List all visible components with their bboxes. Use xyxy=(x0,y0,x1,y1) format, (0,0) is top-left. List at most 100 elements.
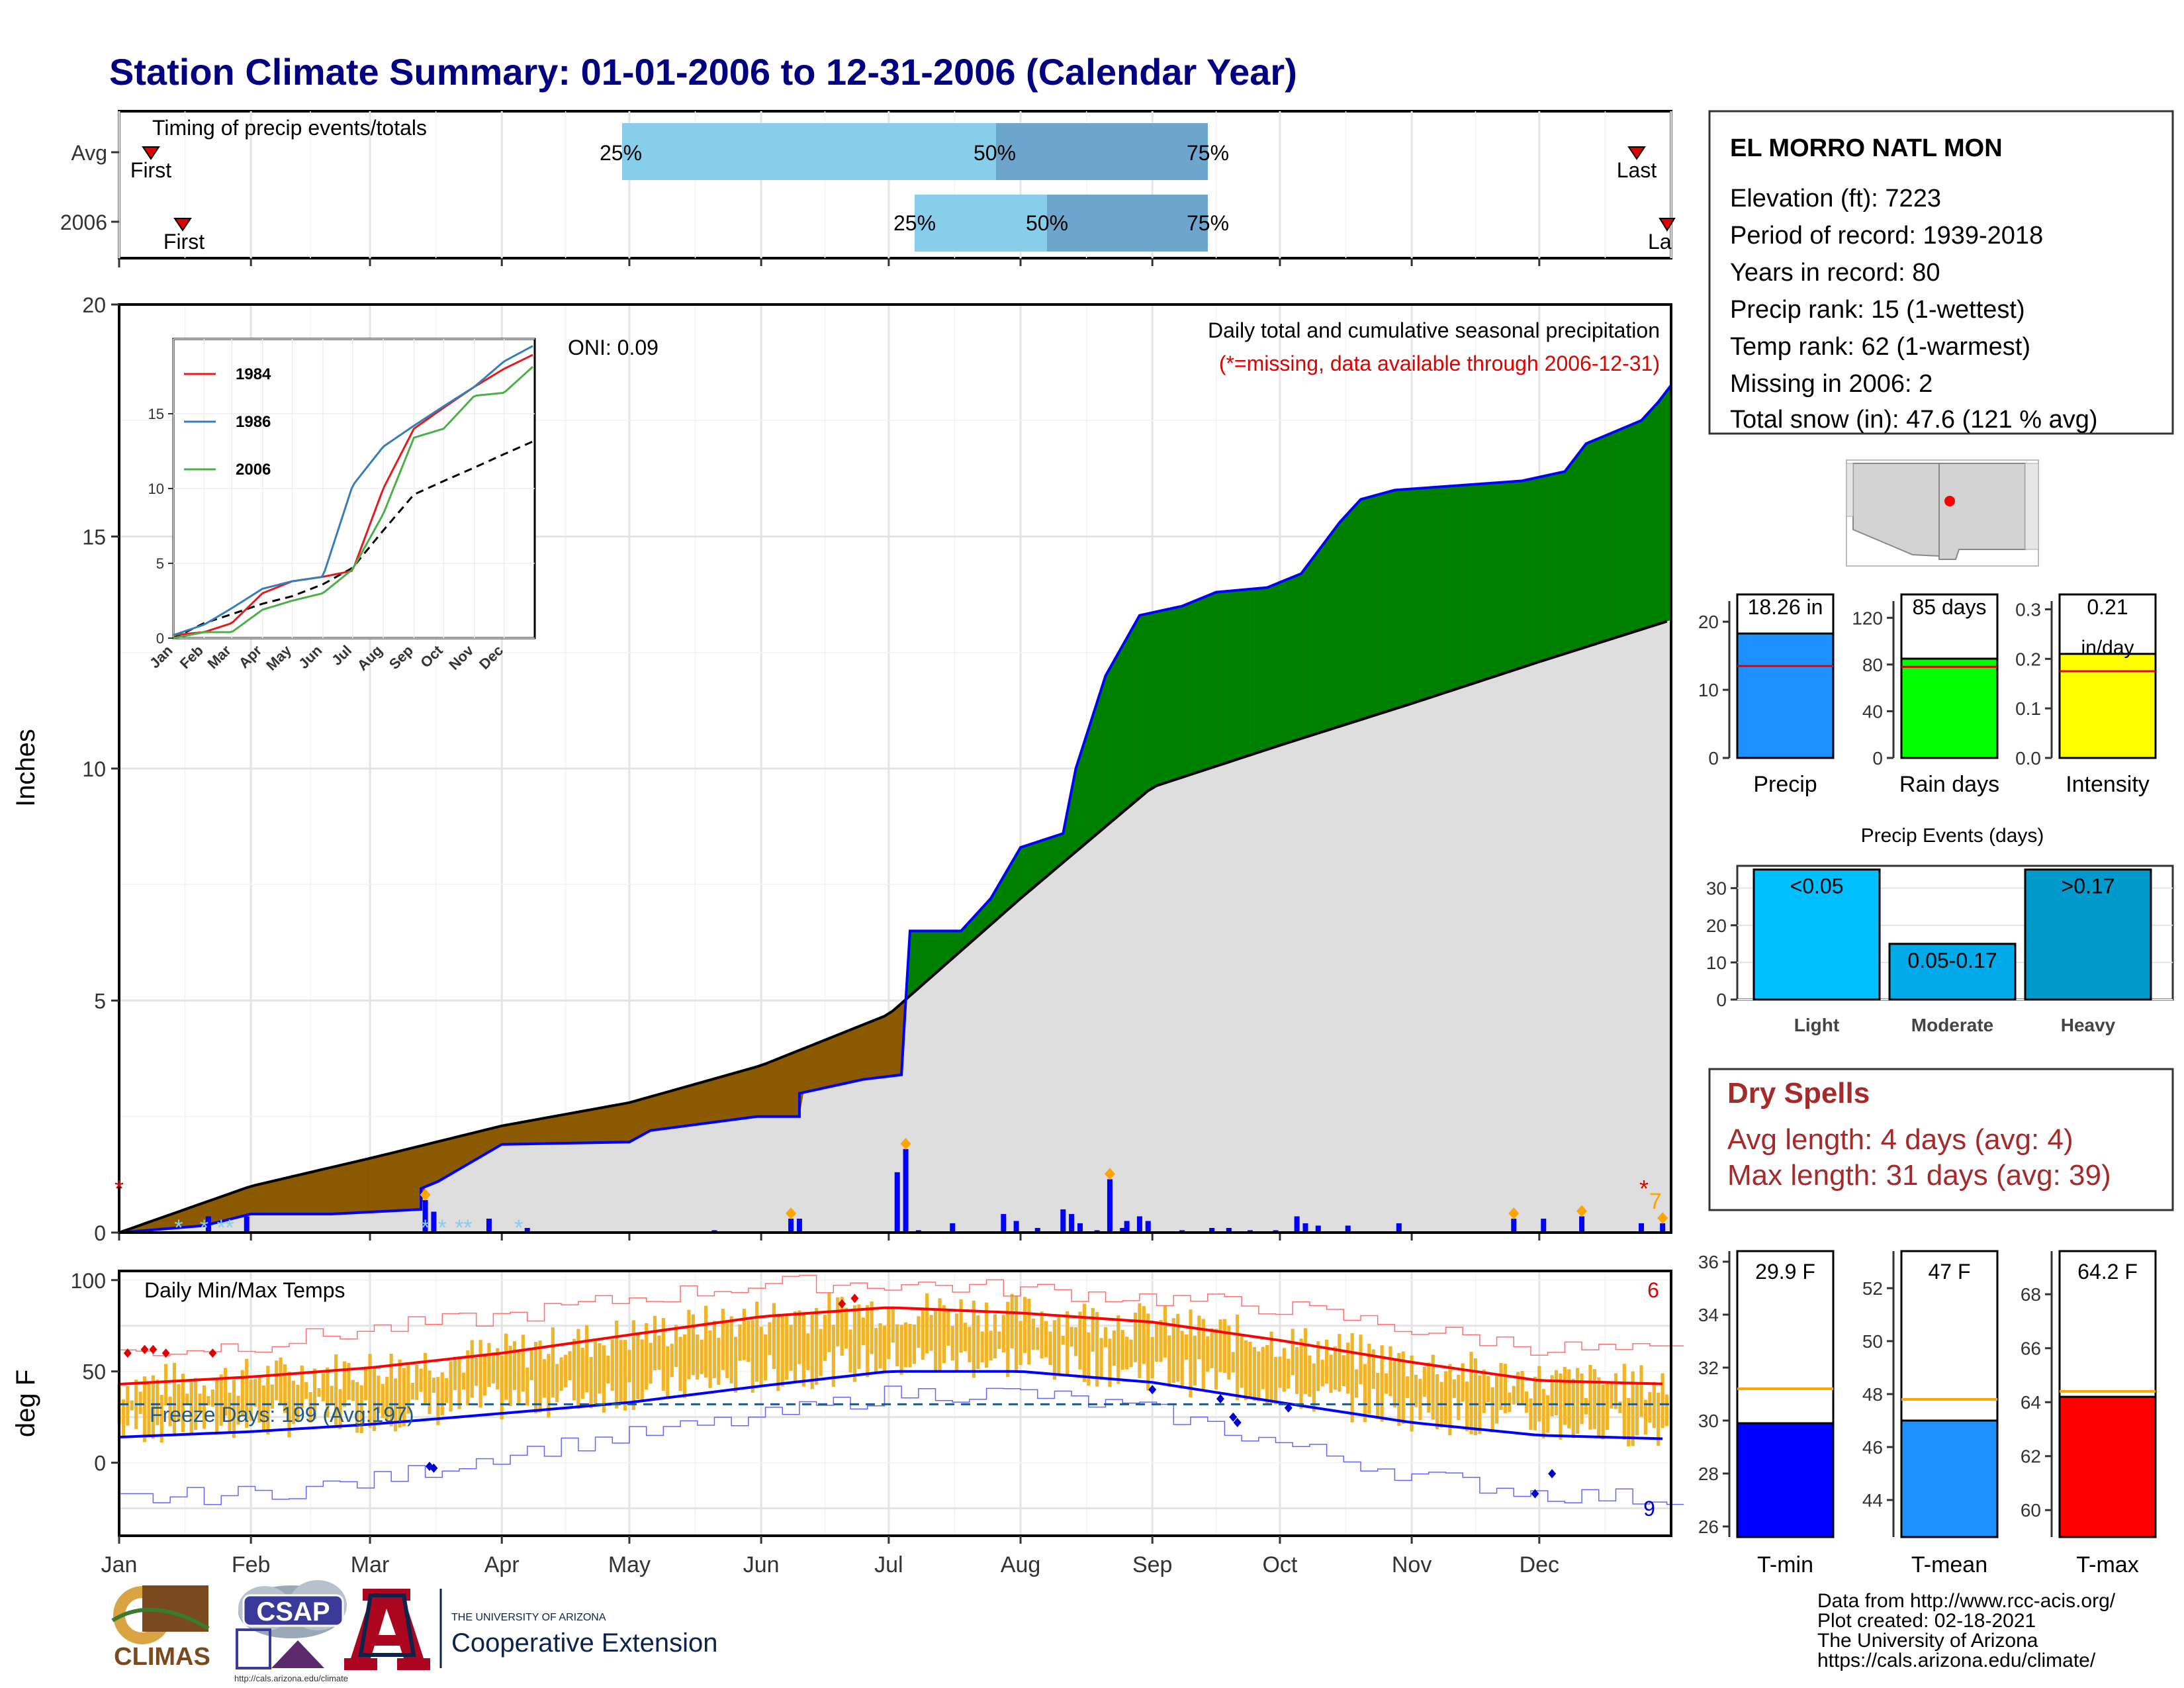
month-label: Jul xyxy=(874,1552,903,1577)
2006-last-marker xyxy=(1659,218,1676,232)
departure-area xyxy=(425,1143,430,1188)
daily-temp-range-bar xyxy=(1627,1398,1631,1446)
daily-temp-range-bar xyxy=(1388,1346,1392,1397)
daily-temp-range-bar xyxy=(308,1392,312,1423)
daily-temp-range-bar xyxy=(377,1376,381,1413)
daily-precip-bar xyxy=(950,1223,956,1233)
departure-area xyxy=(1398,489,1404,708)
daily-temp-range-bar xyxy=(589,1357,593,1409)
departure-area xyxy=(1598,436,1604,643)
daily-temp-range-bar xyxy=(1227,1325,1231,1380)
daily-temp-range-bar xyxy=(232,1380,236,1438)
mini-tick-label: 0.1 xyxy=(2015,698,2041,719)
record-low-marker xyxy=(1548,1469,1557,1479)
departure-area xyxy=(1297,573,1302,741)
departure-area xyxy=(841,1031,846,1084)
events-bar xyxy=(2024,868,2152,1001)
daily-temp-range-bar xyxy=(1435,1374,1439,1430)
departure-area xyxy=(1484,483,1488,680)
daily-temp-range-bar xyxy=(721,1309,725,1370)
record-low-marker xyxy=(1148,1385,1157,1395)
y-tick-label: 0 xyxy=(94,1452,106,1476)
departure-area xyxy=(723,1074,727,1121)
inset-legend-label: 2006 xyxy=(236,461,271,479)
departure-area xyxy=(599,1107,604,1143)
daily-temp-range-bar xyxy=(147,1382,151,1436)
departure-area xyxy=(446,1138,451,1177)
departure-area xyxy=(1454,485,1459,690)
daily-temp-range-bar xyxy=(823,1315,827,1361)
missing-star-right: * xyxy=(1639,1175,1649,1202)
departure-area xyxy=(1654,401,1659,626)
departure-area xyxy=(1330,528,1336,729)
daily-temp-range-bar xyxy=(610,1338,614,1391)
dry-spells-max: Max length: 31 days (avg: 39) xyxy=(1727,1159,2111,1192)
departure-area xyxy=(267,1181,273,1215)
departure-area xyxy=(811,1043,817,1091)
departure-area xyxy=(858,1024,864,1081)
daily-precip-bar xyxy=(1345,1225,1351,1233)
daily-temp-range-bar xyxy=(831,1325,835,1387)
departure-area xyxy=(557,1115,562,1144)
y-tick-label: 50 xyxy=(82,1360,106,1384)
record-high-count: 6 xyxy=(1647,1278,1659,1302)
daily-temp-range-bar xyxy=(257,1378,261,1423)
dry-spells-title: Dry Spells xyxy=(1727,1077,1870,1109)
departure-area xyxy=(1058,833,1064,867)
departure-area xyxy=(1173,606,1178,780)
mini-tick-label: 20 xyxy=(1698,612,1719,632)
csap-logo-text: CSAP xyxy=(256,1597,330,1626)
month-label: Mar xyxy=(351,1552,390,1577)
departure-area xyxy=(944,931,949,966)
departure-area xyxy=(1416,488,1421,703)
daily-temp-range-bar xyxy=(1244,1340,1248,1401)
daily-temp-range-bar xyxy=(1354,1369,1359,1398)
departure-area xyxy=(748,1067,753,1118)
daily-temp-range-bar xyxy=(381,1383,385,1419)
daily-temp-range-bar xyxy=(1036,1327,1040,1350)
daily-temp-range-bar xyxy=(1142,1306,1146,1364)
daily-temp-range-bar xyxy=(649,1342,653,1384)
extreme-precip-marker xyxy=(786,1207,797,1219)
daily-temp-range-bar xyxy=(1176,1313,1180,1382)
departure-area xyxy=(378,1154,383,1212)
y-tick-label: 0 xyxy=(94,1221,106,1245)
departure-area xyxy=(803,1046,809,1093)
daily-precip-bar xyxy=(1077,1223,1083,1233)
station-line-missing: Missing in 2006: 2 xyxy=(1730,370,1933,398)
daily-temp-range-bar xyxy=(929,1315,933,1351)
daily-precip-bar xyxy=(903,1149,909,1233)
departure-area xyxy=(612,1104,617,1143)
footer-line: The University of Arizona xyxy=(1817,1630,2038,1652)
departure-area xyxy=(1339,517,1344,727)
precip-panel: 0 5 10 15 20 Inches ONI: 0.09 Daily total an… xyxy=(11,258,1672,1245)
departure-area xyxy=(1458,485,1463,689)
daily-temp-range-bar xyxy=(751,1320,754,1393)
daily-temp-range-bar xyxy=(385,1376,389,1421)
daily-temp-range-bar xyxy=(797,1310,801,1364)
record-high-marker xyxy=(149,1344,158,1354)
departure-area xyxy=(939,931,944,970)
departure-area xyxy=(1449,485,1455,692)
daily-temp-range-bar xyxy=(712,1321,717,1378)
departure-area xyxy=(1547,474,1553,660)
departure-area xyxy=(782,1055,787,1117)
daily-temp-range-bar xyxy=(1184,1335,1189,1360)
daily-temp-range-bar xyxy=(755,1301,759,1382)
departure-area xyxy=(1237,589,1242,760)
departure-area xyxy=(1241,589,1246,759)
departure-area xyxy=(1569,459,1574,653)
daily-temp-range-bar xyxy=(925,1293,929,1354)
daily-temp-range-bar xyxy=(1269,1331,1273,1403)
departure-area xyxy=(408,1147,413,1211)
departure-area xyxy=(412,1147,417,1210)
departure-area xyxy=(383,1154,388,1212)
daily-temp-range-bar xyxy=(1095,1312,1099,1387)
daily-temp-range-bar xyxy=(955,1313,959,1372)
departure-area xyxy=(433,1141,439,1184)
departure-area xyxy=(927,931,932,982)
daily-temp-range-bar xyxy=(696,1334,700,1380)
daily-temp-range-bar xyxy=(844,1307,848,1349)
daily-temp-range-bar xyxy=(1091,1308,1095,1352)
oni-label: ONI: 0.09 xyxy=(568,336,659,359)
